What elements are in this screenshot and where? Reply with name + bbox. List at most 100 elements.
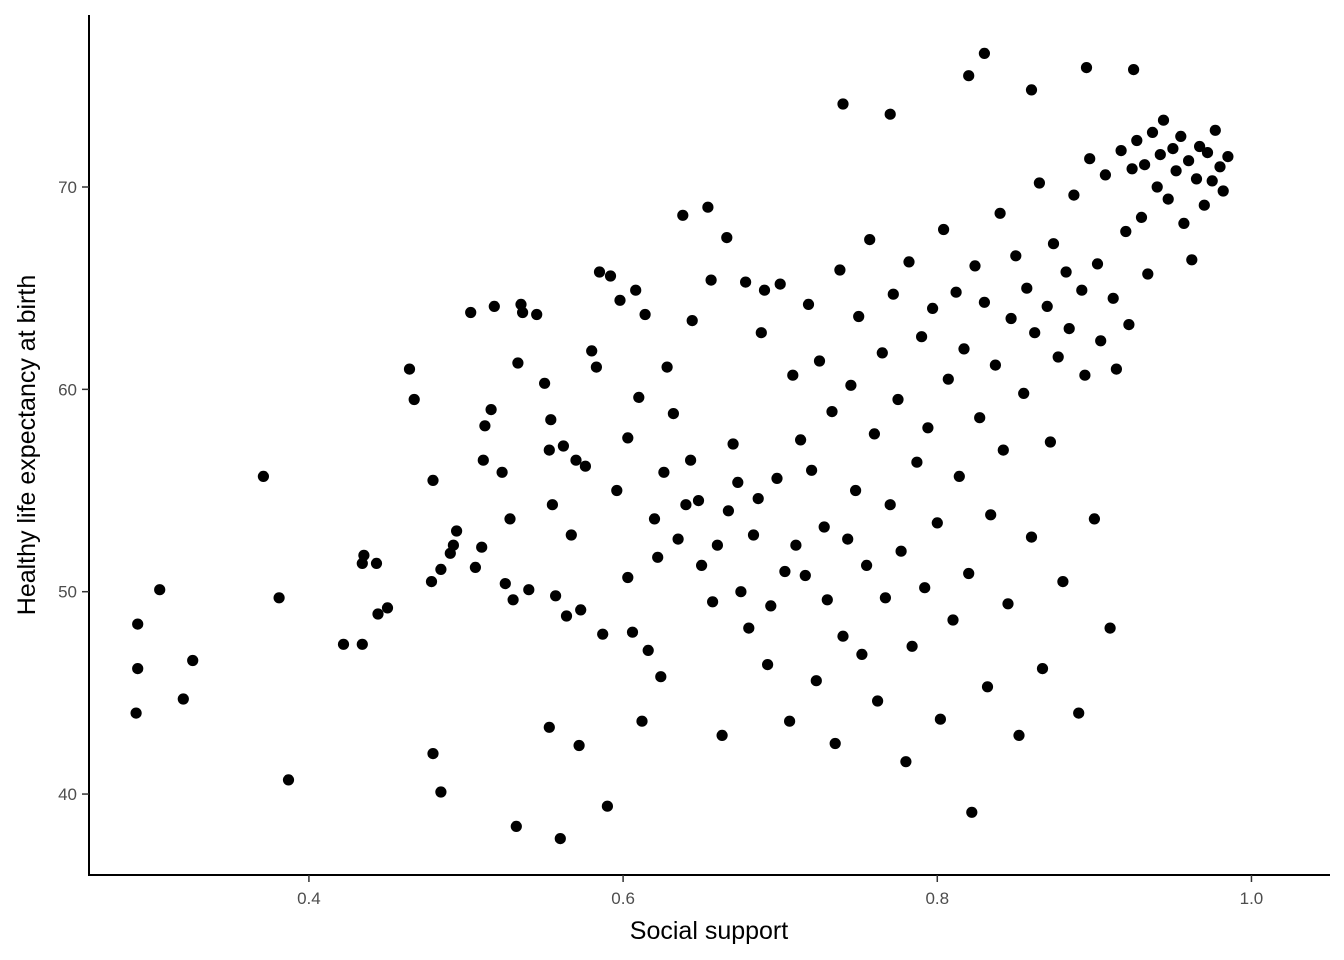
- data-point: [273, 592, 285, 604]
- data-point: [1005, 312, 1017, 325]
- data-point: [543, 721, 555, 733]
- data-point: [845, 379, 857, 391]
- data-point: [758, 284, 771, 296]
- data-point: [1201, 147, 1214, 159]
- data-point: [1222, 151, 1234, 163]
- data-point: [947, 614, 959, 626]
- y-tick-label: 60: [58, 380, 77, 399]
- data-point: [1209, 124, 1221, 136]
- data-point: [586, 345, 598, 357]
- data-point: [546, 499, 559, 511]
- data-point: [994, 207, 1006, 219]
- data-point: [755, 327, 767, 339]
- data-point: [900, 756, 912, 768]
- data-point: [565, 529, 577, 541]
- data-point: [1183, 155, 1195, 167]
- data-point: [154, 584, 166, 596]
- data-point: [747, 529, 760, 541]
- y-tick-label: 70: [58, 178, 77, 197]
- data-point: [560, 610, 573, 622]
- x-tick-label: 0.4: [297, 889, 321, 908]
- data-point: [985, 509, 997, 521]
- data-point: [1025, 84, 1038, 96]
- data-point: [1076, 284, 1088, 296]
- data-point: [966, 806, 978, 818]
- data-point: [557, 440, 570, 452]
- data-point: [1084, 153, 1096, 165]
- data-point: [931, 517, 943, 529]
- data-point: [919, 582, 931, 594]
- y-tick-label: 50: [58, 583, 77, 602]
- data-point: [716, 729, 728, 742]
- data-point: [575, 604, 587, 616]
- data-point: [799, 569, 811, 582]
- data-point: [672, 533, 684, 545]
- data-point: [408, 393, 420, 406]
- data-point: [1079, 369, 1091, 381]
- data-point: [692, 495, 705, 507]
- data-point: [485, 404, 497, 416]
- data-point: [477, 454, 489, 466]
- data-point: [818, 521, 830, 533]
- data-point: [427, 748, 439, 760]
- data-point: [1214, 161, 1226, 173]
- data-point: [707, 596, 719, 608]
- data-point: [1068, 189, 1080, 201]
- data-point: [872, 695, 884, 707]
- data-point: [1142, 268, 1154, 280]
- data-point: [1135, 211, 1148, 223]
- data-point: [735, 586, 747, 598]
- data-point: [1107, 292, 1119, 304]
- data-point: [963, 70, 975, 82]
- points-layer: [130, 47, 1234, 845]
- data-point: [892, 393, 904, 406]
- data-point: [934, 713, 947, 725]
- data-point: [1170, 165, 1182, 177]
- data-point: [601, 800, 614, 812]
- data-point: [978, 296, 991, 308]
- data-point: [579, 460, 592, 472]
- data-point: [1091, 258, 1104, 270]
- data-point: [499, 578, 511, 590]
- data-point: [884, 499, 896, 511]
- data-point: [884, 108, 896, 120]
- data-point: [696, 559, 708, 572]
- data-point: [740, 276, 752, 288]
- data-point: [722, 505, 735, 517]
- data-point: [1190, 173, 1203, 185]
- data-point: [721, 232, 733, 244]
- data-point: [850, 484, 862, 497]
- data-point: [906, 640, 918, 652]
- data-point: [187, 654, 199, 667]
- data-point: [1128, 64, 1140, 76]
- data-point: [604, 270, 617, 282]
- data-point: [903, 256, 915, 268]
- data-point: [1033, 177, 1045, 189]
- data-point: [1146, 126, 1159, 138]
- data-point: [356, 638, 368, 650]
- data-point: [1167, 143, 1179, 155]
- data-point: [1198, 199, 1210, 211]
- data-point: [922, 422, 934, 434]
- data-point: [507, 594, 519, 606]
- data-point: [372, 608, 384, 620]
- data-point: [864, 234, 876, 246]
- data-point: [554, 833, 566, 845]
- data-point: [702, 201, 714, 213]
- data-point: [539, 377, 551, 389]
- data-point: [517, 306, 529, 319]
- y-axis-title: Healthy life expectancy at birth: [13, 275, 41, 615]
- data-point: [597, 628, 609, 640]
- data-point: [774, 278, 786, 290]
- data-point: [648, 513, 661, 525]
- data-point: [810, 675, 822, 687]
- data-point: [989, 359, 1002, 371]
- data-point: [1013, 729, 1025, 742]
- data-point: [550, 590, 562, 602]
- data-point: [1036, 663, 1049, 675]
- data-point: [1080, 62, 1093, 74]
- data-point: [680, 499, 692, 511]
- data-point: [1002, 598, 1014, 610]
- data-point: [435, 786, 447, 798]
